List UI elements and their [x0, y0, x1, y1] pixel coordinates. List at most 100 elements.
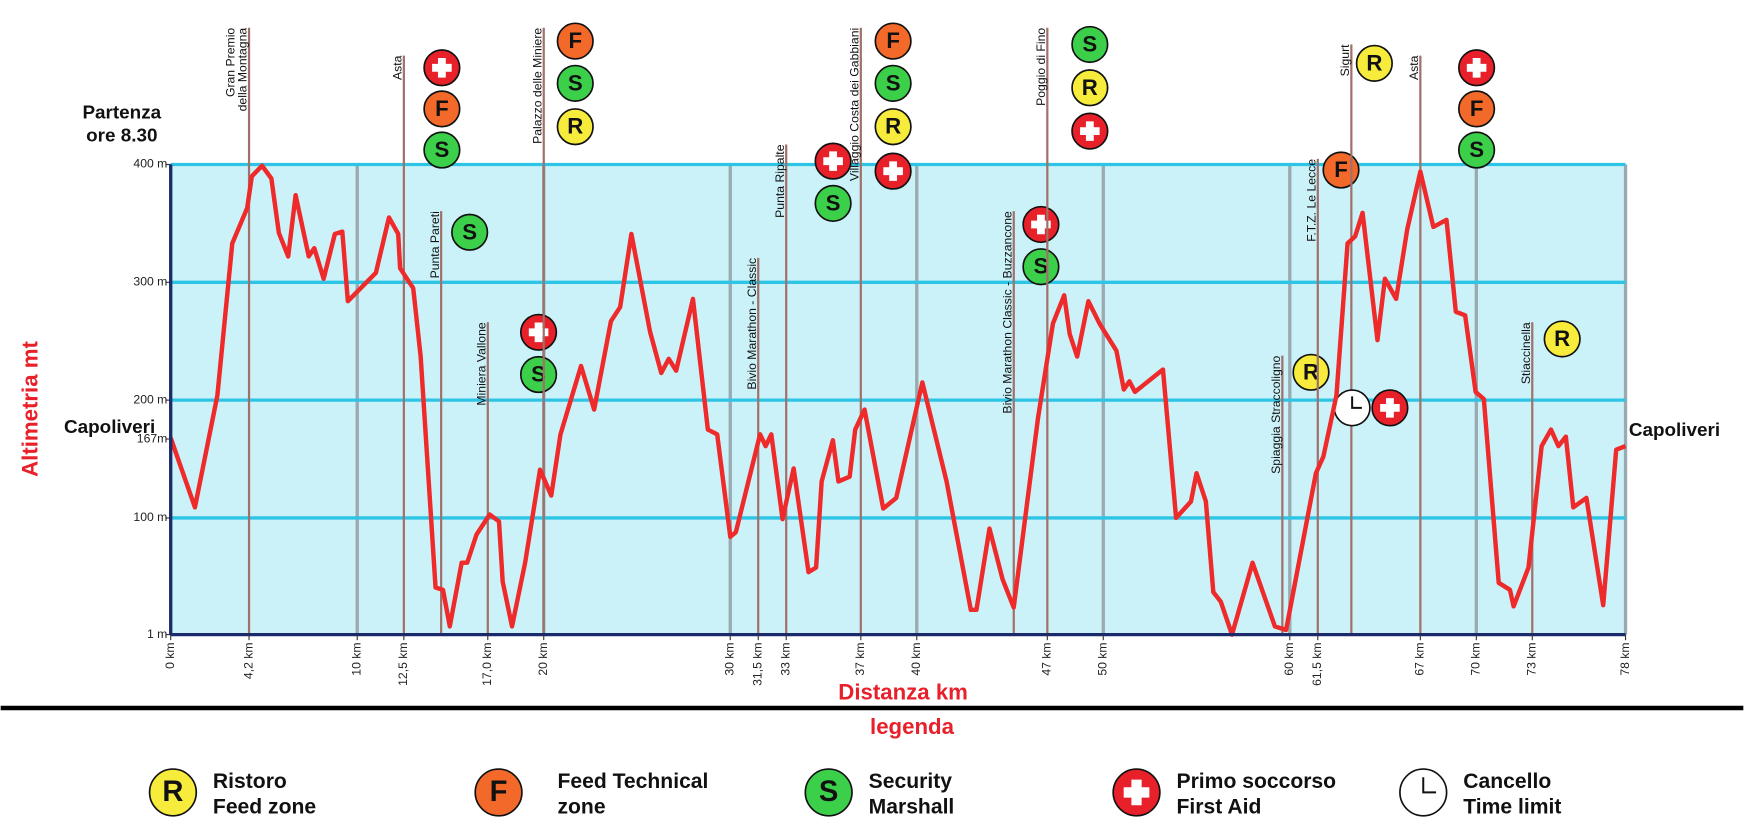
icon-circle: [1355, 44, 1393, 82]
icon-circle: [1457, 131, 1496, 169]
x-tick-label: 40 km: [909, 642, 923, 675]
icon-letter: R: [885, 114, 901, 139]
marker-icon: F: [1322, 151, 1360, 189]
y-tick-label: 200 m: [133, 392, 167, 406]
waypoint-label: Asta: [391, 55, 405, 80]
icon-letter: S: [826, 190, 841, 215]
waypoint-label: Bivio Marathon Classic - Buzzancone: [1000, 211, 1014, 414]
marker-icon: F: [1457, 90, 1496, 128]
marker-icon: [1112, 768, 1161, 817]
waypoint-label: Poggio di Fino: [1034, 28, 1048, 106]
y-tick-label: 1 m: [147, 627, 167, 641]
icon-letter: S: [568, 70, 583, 95]
y-tick-label: 400 m: [133, 157, 167, 171]
marker-icon: S: [1022, 248, 1060, 286]
legend-title: legenda: [870, 714, 955, 739]
icon-circle: [423, 90, 461, 128]
icon-letter: S: [886, 70, 901, 95]
icon-cross: [883, 161, 903, 181]
icon-cross: [823, 151, 843, 171]
icon-circle: [1292, 353, 1330, 391]
icon-letter: S: [1082, 31, 1097, 56]
icon-clock-hands: [1422, 777, 1437, 794]
icon-letter: R: [567, 114, 583, 139]
icon-cross: [1080, 121, 1100, 141]
icon-letter: S: [434, 137, 449, 162]
marker-icon: S: [874, 64, 912, 102]
icon-letter: R: [1303, 359, 1319, 384]
icon-letter: R: [1366, 50, 1382, 75]
icon-letter: F: [435, 96, 449, 121]
waypoint-label: Palazzo delle Miniere: [530, 28, 544, 144]
x-tick-label: 70 km: [1469, 642, 1483, 675]
icon-letter: S: [531, 362, 546, 387]
waypoint-label: Miniera Vallone: [474, 322, 488, 406]
marker-icon: [423, 49, 461, 87]
marker-icon: R: [556, 108, 594, 146]
x-tick-label: 33 km: [778, 642, 792, 675]
icon-circle: [1457, 90, 1496, 128]
icon-circle: [804, 768, 853, 817]
marker-icon: [519, 313, 558, 351]
icon-letter: F: [886, 28, 900, 53]
icon-circle: [1071, 69, 1109, 107]
waypoint-label: della Montagna: [236, 28, 250, 112]
legend-text: Primo soccorso: [1177, 770, 1337, 793]
x-tick-label: 73 km: [1525, 642, 1539, 675]
icon-letter: R: [1082, 75, 1098, 100]
icon-circle: [874, 64, 912, 102]
legend-text: Feed Technical: [557, 770, 708, 793]
marker-icon: S: [423, 131, 461, 169]
x-tick-label: 60 km: [1282, 642, 1296, 675]
icon-cross: [1031, 214, 1051, 235]
icon-letter: F: [1334, 157, 1348, 182]
icon-letter: F: [1470, 96, 1484, 121]
x-tick-label: 47 km: [1040, 642, 1054, 675]
marker-icon: [1371, 389, 1409, 427]
icon-circle: [1543, 320, 1581, 358]
icon-letter: F: [568, 28, 582, 53]
waypoint-label: Punta Pareti: [428, 211, 442, 278]
legend-text: Time limit: [1463, 796, 1561, 819]
x-tick-label: 10 km: [349, 642, 363, 675]
icon-circle: [556, 64, 594, 102]
marker-icon: [874, 152, 912, 190]
profile-line: [168, 163, 1627, 637]
icon-cross: [1123, 779, 1150, 806]
marker-icon: [1333, 389, 1371, 427]
marker-icon: [1457, 49, 1496, 87]
marker-icon: S: [519, 355, 558, 394]
marker-icon: R: [1071, 69, 1109, 107]
icon-circle: [814, 184, 852, 223]
y-tick-label: 100 m: [133, 510, 167, 524]
icon-circle: [474, 768, 523, 817]
icon-circle: [1022, 248, 1060, 286]
x-tick-label: 78 km: [1618, 642, 1632, 675]
marker-icon: F: [474, 768, 523, 817]
marker-icon: F: [874, 22, 912, 60]
marker-icon: F: [423, 90, 461, 128]
marker-icon: R: [148, 768, 198, 817]
icon-circle: [148, 768, 198, 817]
icon-letter: R: [162, 776, 183, 808]
x-tick-label: 30 km: [722, 642, 736, 675]
marker-icon: [1399, 768, 1448, 817]
marker-icon: [1022, 205, 1060, 244]
marker-icon: R: [1292, 353, 1330, 391]
icon-cross: [1466, 58, 1487, 78]
legend-text: Feed zone: [213, 796, 316, 819]
icon-letter: S: [1034, 254, 1049, 279]
icon-circle: [556, 22, 594, 60]
marker-icon: S: [556, 64, 594, 102]
waypoint-label: Punta Ripalte: [773, 144, 787, 218]
icon-cross: [528, 322, 549, 343]
waypoint-label: Gran Premio: [223, 28, 237, 97]
x-tick-label: 50 km: [1096, 642, 1110, 675]
icon-letter: S: [462, 219, 477, 244]
y-tick-label: 300 m: [133, 275, 167, 289]
icon-letter: S: [819, 776, 838, 808]
waypoint-label: Villaggio Costa dei Gabbiani: [847, 28, 861, 181]
legend-text: zone: [557, 796, 605, 819]
x-tick-label: 61,5 km: [1310, 642, 1324, 685]
legend-text: Cancello: [1463, 770, 1551, 793]
